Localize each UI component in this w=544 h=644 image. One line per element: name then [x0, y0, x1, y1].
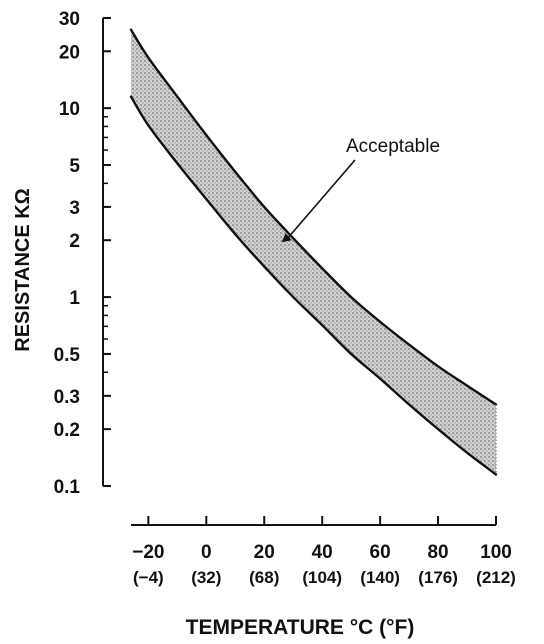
x-tick-sublabel: (32): [191, 568, 221, 587]
y-tick-label: 1: [69, 288, 80, 309]
acceptable-band-layer: [131, 29, 496, 475]
y-tick-label: 0.1: [54, 477, 81, 498]
x-tick-label: 80: [427, 542, 448, 563]
x-tick-label: 0: [201, 542, 212, 563]
y-tick-label: 2: [69, 231, 80, 252]
x-tick-label: 40: [312, 542, 333, 563]
y-tick-label: 0.5: [54, 345, 81, 366]
y-tick-label: 3: [69, 198, 80, 219]
annotation-arrow-line: [287, 159, 356, 239]
x-axis-title: TEMPERATURE °C (°F): [186, 616, 415, 639]
x-tick-sublabel: (−4): [133, 568, 164, 587]
label-layer: 30 20 10 5 3 2 1 0.5 0.3 0.2 0.1 −20 (−4) 0 (32) 20 (68)…: [12, 9, 516, 639]
x-tick-label: 100: [480, 542, 512, 563]
y-tick-label: 0.3: [54, 387, 80, 408]
lower-limit-curve: [129, 95, 498, 476]
x-tick-label: 60: [370, 542, 391, 563]
axis-layer: [102, 17, 497, 526]
y-tick-label: 20: [59, 42, 80, 63]
upper-limit-curve: [129, 28, 498, 406]
x-tick-sublabel: (68): [249, 568, 279, 587]
y-tick-label: 5: [69, 156, 80, 177]
x-tick-label: 20: [254, 542, 275, 563]
y-tick-label: 0.2: [54, 420, 80, 441]
x-tick-label: −20: [132, 542, 164, 563]
x-tick-sublabel: (212): [476, 568, 516, 587]
y-tick-label: 30: [59, 9, 80, 30]
y-axis-title: RESISTANCE KΩ: [12, 188, 34, 351]
x-tick-sublabel: (140): [360, 568, 400, 587]
x-tick-sublabel: (104): [302, 568, 342, 587]
acceptable-band: [131, 29, 496, 475]
curve-layer: [129, 28, 498, 476]
y-tick-label: 10: [59, 99, 80, 120]
annotation-arrowhead: [281, 233, 292, 243]
x-tick-sublabel: (176): [418, 568, 458, 587]
annotation-label-acceptable: Acceptable: [346, 136, 440, 157]
